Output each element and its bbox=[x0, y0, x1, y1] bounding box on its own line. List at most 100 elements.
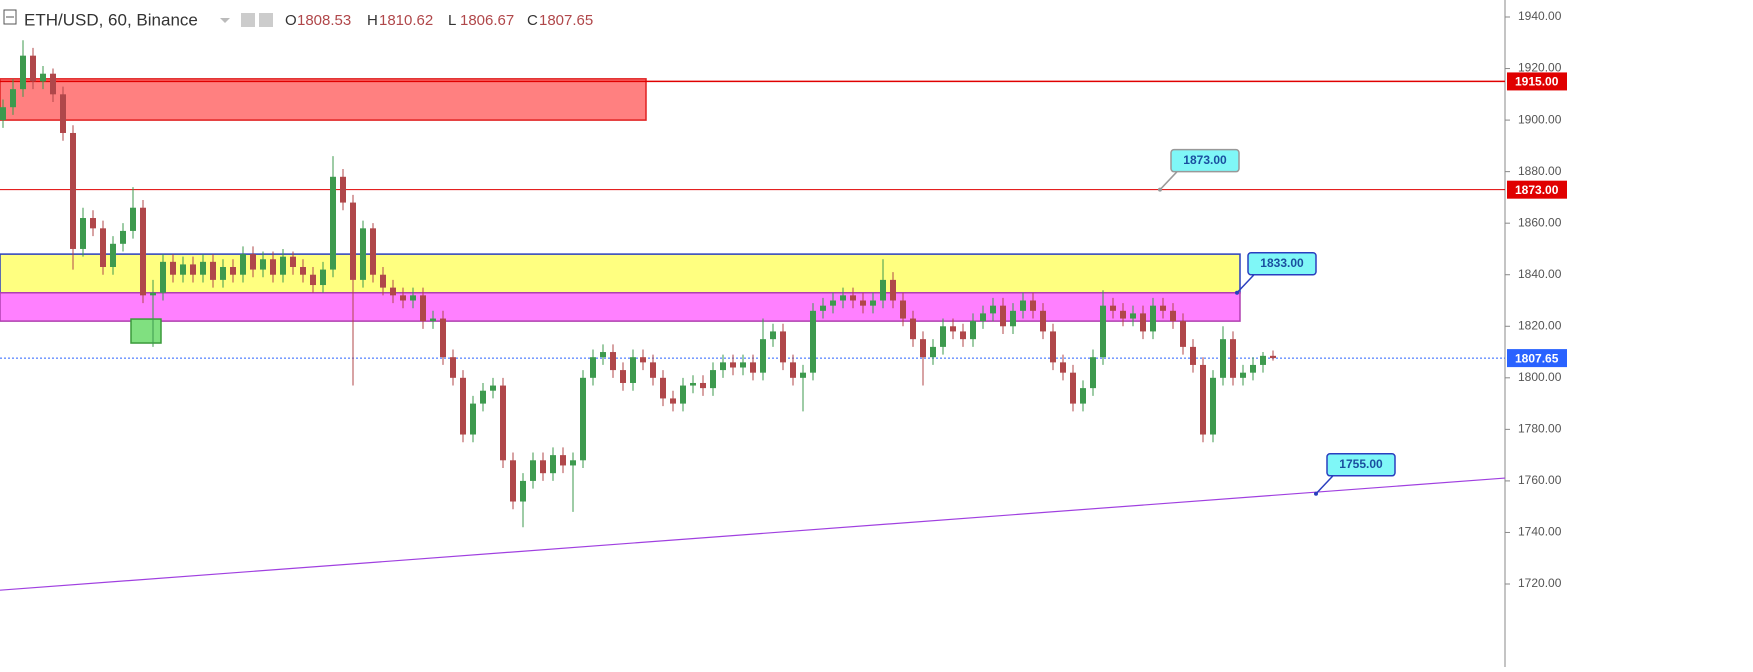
candle-body bbox=[570, 460, 576, 466]
candle-body bbox=[230, 266, 236, 275]
callout-label: 1833.00 bbox=[1260, 256, 1304, 270]
candle-body bbox=[830, 300, 836, 306]
candle-body bbox=[80, 218, 86, 249]
y-tick-label: 1860.00 bbox=[1518, 215, 1562, 229]
candle-body bbox=[1230, 339, 1236, 378]
y-tick-label: 1920.00 bbox=[1518, 61, 1562, 75]
candle-body bbox=[820, 305, 826, 311]
candle-body bbox=[160, 261, 166, 293]
candle-body bbox=[30, 55, 36, 82]
candle-body bbox=[1150, 305, 1156, 332]
candle-body bbox=[930, 346, 936, 358]
candle-body bbox=[650, 362, 656, 378]
candle-body bbox=[750, 362, 756, 373]
callout-label: 1755.00 bbox=[1339, 457, 1383, 471]
y-tick-label: 1840.00 bbox=[1518, 267, 1562, 281]
candle-body bbox=[190, 264, 196, 275]
candle-body bbox=[890, 279, 896, 301]
callout-label: 1873.00 bbox=[1183, 153, 1227, 167]
candle-body bbox=[1020, 300, 1026, 311]
candle-body bbox=[810, 310, 816, 373]
ohlc-label: H bbox=[367, 12, 378, 29]
price-label-box bbox=[1507, 349, 1567, 368]
candle-body bbox=[1200, 364, 1206, 435]
y-tick-label: 1740.00 bbox=[1518, 525, 1562, 539]
y-tick-label: 1780.00 bbox=[1518, 422, 1562, 436]
candle-body bbox=[380, 274, 386, 288]
callout-anchor bbox=[1235, 290, 1239, 295]
candle-body bbox=[1070, 372, 1076, 404]
candle-body bbox=[870, 300, 876, 306]
candle-body bbox=[120, 230, 126, 244]
callout-pointer bbox=[1159, 171, 1178, 191]
dropdown-arrow[interactable] bbox=[220, 18, 230, 23]
candle-body bbox=[470, 403, 476, 435]
candle-body bbox=[510, 460, 516, 502]
candle-body bbox=[180, 264, 186, 275]
candle-body bbox=[910, 318, 916, 340]
candle-body bbox=[1180, 321, 1186, 347]
candle-body bbox=[370, 228, 376, 275]
candle-body bbox=[270, 259, 276, 275]
candle-body bbox=[1010, 310, 1016, 327]
candle-body bbox=[1160, 305, 1166, 311]
candle-body bbox=[50, 73, 56, 95]
candle-body bbox=[100, 228, 106, 267]
candle-body bbox=[460, 377, 466, 435]
candle-body bbox=[620, 370, 626, 383]
candle-body bbox=[90, 218, 96, 229]
candle-body bbox=[1090, 357, 1096, 389]
y-tick-label: 1720.00 bbox=[1518, 576, 1562, 590]
candle-body bbox=[490, 385, 496, 391]
candle-body bbox=[310, 274, 316, 286]
candle-body bbox=[240, 254, 246, 275]
candle-body bbox=[970, 321, 976, 340]
candle-body bbox=[990, 305, 996, 314]
candle-body bbox=[950, 326, 956, 332]
candle-body bbox=[170, 261, 176, 275]
candle-body bbox=[210, 261, 216, 280]
candle-body bbox=[760, 339, 766, 373]
candle-body bbox=[860, 300, 866, 306]
candle-body bbox=[300, 266, 306, 275]
settings-icon[interactable] bbox=[241, 13, 255, 27]
ohlc-value: 1808.53 bbox=[297, 12, 351, 29]
candle-body bbox=[420, 295, 426, 322]
candle-body bbox=[670, 398, 676, 404]
candle-body bbox=[770, 331, 776, 340]
candle-body bbox=[520, 480, 526, 502]
candle-body bbox=[390, 287, 396, 296]
candle-body bbox=[1040, 310, 1046, 332]
zone bbox=[0, 292, 1241, 322]
candle-body bbox=[660, 377, 666, 399]
candle-body bbox=[610, 352, 616, 371]
y-tick-label: 1760.00 bbox=[1518, 473, 1562, 487]
settings-icon[interactable] bbox=[259, 13, 273, 27]
candle-body bbox=[530, 460, 536, 481]
candle-body bbox=[900, 300, 906, 319]
collapse-icon[interactable] bbox=[3, 9, 17, 25]
candle-body bbox=[10, 89, 16, 108]
ohlc-label: C bbox=[527, 12, 538, 29]
callout-pointer bbox=[1236, 274, 1255, 294]
candle-body bbox=[740, 362, 746, 368]
candle-body bbox=[940, 326, 946, 347]
candle-body bbox=[400, 295, 406, 301]
candle-body bbox=[580, 377, 586, 461]
candle-body bbox=[690, 382, 696, 386]
callout-box bbox=[1170, 148, 1240, 173]
candle-body bbox=[500, 385, 506, 461]
candle-body bbox=[480, 390, 486, 404]
candle-body bbox=[540, 460, 546, 474]
callout-box bbox=[1247, 252, 1317, 276]
price-label-box bbox=[1507, 72, 1567, 91]
candle-body bbox=[980, 313, 986, 322]
price-label: 1873.00 bbox=[1515, 183, 1559, 197]
zone bbox=[130, 318, 162, 344]
ohlc-value: 1806.67 bbox=[460, 12, 514, 29]
callout-anchor bbox=[1314, 491, 1318, 496]
candle-body bbox=[710, 370, 716, 389]
candle-body bbox=[260, 259, 266, 270]
zone bbox=[0, 78, 647, 121]
candle-body bbox=[800, 372, 806, 378]
